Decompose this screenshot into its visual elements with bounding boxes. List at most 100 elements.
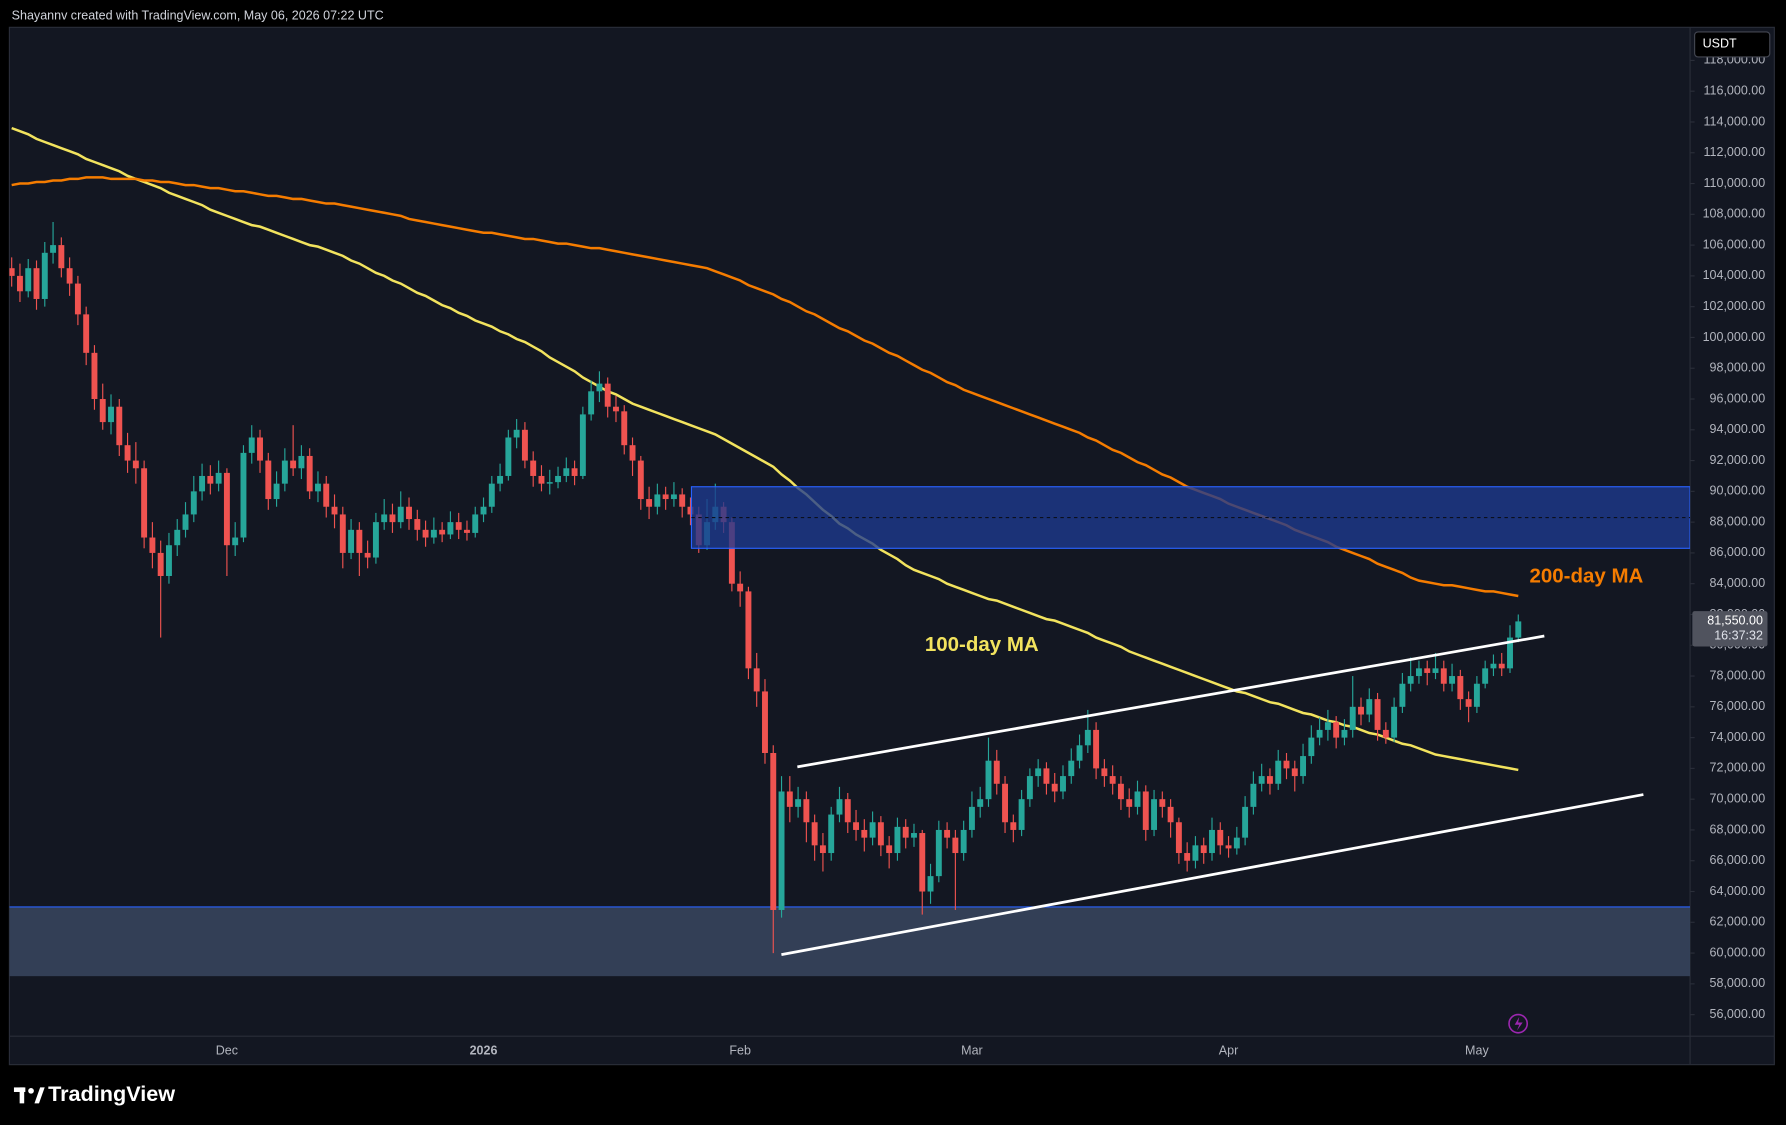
candle-body — [521, 429, 528, 461]
candle-body — [1515, 621, 1522, 638]
candle-body — [182, 514, 189, 530]
candle-body — [257, 437, 263, 461]
candle-body — [157, 552, 164, 577]
candle-body — [1507, 637, 1513, 669]
candle-body — [927, 876, 934, 892]
candle-body — [836, 799, 843, 815]
candle-body — [1068, 760, 1075, 777]
ma-label: 100-day MA — [925, 633, 1039, 656]
candle-body — [480, 506, 487, 515]
candle-body — [1333, 722, 1340, 738]
candle-body — [604, 383, 611, 407]
y-tick-label: 114,000.00 — [1703, 114, 1765, 128]
logo-part — [34, 1087, 45, 1104]
candle-body — [596, 383, 603, 392]
y-tick-label: 96,000.00 — [1710, 391, 1766, 405]
candle-body — [1035, 768, 1042, 777]
candle-body — [1349, 706, 1356, 730]
candle-body — [83, 314, 90, 353]
candle-body — [819, 845, 826, 854]
x-tick-label: May — [1465, 1043, 1489, 1057]
candle-body — [1250, 783, 1257, 807]
x-tick-label: Dec — [216, 1043, 238, 1057]
candle-body — [273, 483, 280, 500]
candle-body — [654, 494, 661, 507]
candle-body — [1117, 783, 1124, 800]
candle-body — [165, 545, 172, 577]
candle-body — [141, 468, 148, 538]
x-tick-label: 2026 — [470, 1043, 498, 1057]
y-tick-label: 116,000.00 — [1703, 84, 1765, 98]
alert-icon[interactable] — [1508, 1013, 1529, 1034]
candle-body — [753, 668, 760, 692]
y-tick-label: 90,000.00 — [1710, 484, 1766, 498]
candle-body — [795, 799, 802, 807]
y-tick-label: 84,000.00 — [1710, 576, 1766, 590]
candle-body — [132, 460, 139, 469]
countdown: 16:37:32 — [1714, 629, 1763, 643]
candle-body — [116, 406, 123, 446]
candle-body — [33, 268, 40, 299]
candle-body — [869, 822, 876, 838]
candle-body — [1043, 768, 1050, 784]
candle-body — [281, 460, 288, 484]
candle-body — [323, 483, 330, 507]
candle-body — [530, 460, 537, 476]
candle-body — [472, 514, 479, 533]
x-tick-label: Mar — [961, 1043, 983, 1057]
x-tick-label: Apr — [1219, 1043, 1238, 1057]
alert-bolt — [1514, 1016, 1523, 1031]
y-tick-label: 58,000.00 — [1710, 976, 1766, 990]
candle-body — [886, 845, 893, 854]
candle-body — [844, 799, 851, 823]
candle-body — [894, 826, 901, 854]
candle-body — [1084, 729, 1091, 746]
candle-body — [1498, 663, 1505, 669]
candle-body — [1374, 699, 1381, 730]
candle-body — [50, 245, 57, 253]
candle-body — [811, 822, 818, 846]
candle-body — [315, 483, 321, 492]
candle-body — [538, 475, 545, 484]
candle-body — [248, 437, 255, 453]
moving-average — [11, 126, 1519, 772]
candle-body — [662, 494, 669, 500]
candle-body — [488, 483, 495, 507]
y-tick-label: 100,000.00 — [1703, 330, 1766, 344]
channel-lower — [781, 793, 1644, 956]
candle-body — [1026, 776, 1033, 800]
candle-body — [778, 791, 785, 910]
logo — [13, 1087, 45, 1104]
candle-body — [902, 826, 909, 838]
candle-body — [563, 468, 570, 476]
candle-body — [853, 822, 859, 830]
last-price-box — [1692, 611, 1768, 647]
candle-body — [1457, 676, 1464, 700]
candle-body — [1151, 799, 1158, 830]
currency-label: USDT — [1703, 37, 1737, 51]
candle-body — [1358, 706, 1364, 715]
candle-body — [58, 245, 65, 269]
candle-body — [1300, 756, 1307, 777]
candle-body — [828, 814, 835, 854]
candle-body — [571, 468, 578, 476]
candle-body — [16, 275, 23, 292]
y-tick-label: 56,000.00 — [1710, 1007, 1766, 1021]
candle-body — [74, 283, 81, 315]
candle-body — [66, 268, 73, 284]
y-tick-label: 62,000.00 — [1710, 915, 1766, 929]
y-tick-label: 70,000.00 — [1710, 791, 1766, 805]
candle-body — [265, 460, 272, 500]
candle-body — [99, 399, 106, 423]
y-tick-label: 66,000.00 — [1710, 853, 1766, 867]
candle-body — [505, 437, 512, 476]
candle-body — [1134, 791, 1141, 807]
candle-body — [1275, 760, 1282, 784]
candle-body — [555, 475, 561, 483]
price-axis: 56,000.00 58,000.00 60,000.00 62,000.00 64,0… — [1690, 53, 1765, 1021]
candle-body — [1101, 768, 1108, 777]
candle-body — [1200, 845, 1207, 854]
candle-body — [1060, 776, 1066, 792]
currency-button[interactable] — [1694, 31, 1771, 58]
